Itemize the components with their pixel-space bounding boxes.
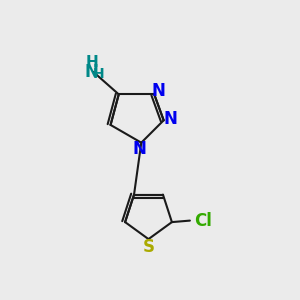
- Text: H: H: [85, 56, 98, 70]
- Text: N: N: [152, 82, 166, 100]
- Text: N: N: [85, 63, 99, 81]
- Text: S: S: [142, 238, 154, 256]
- Text: Cl: Cl: [194, 212, 212, 230]
- Text: H: H: [93, 67, 104, 81]
- Text: N: N: [163, 110, 177, 128]
- Text: N: N: [133, 140, 147, 158]
